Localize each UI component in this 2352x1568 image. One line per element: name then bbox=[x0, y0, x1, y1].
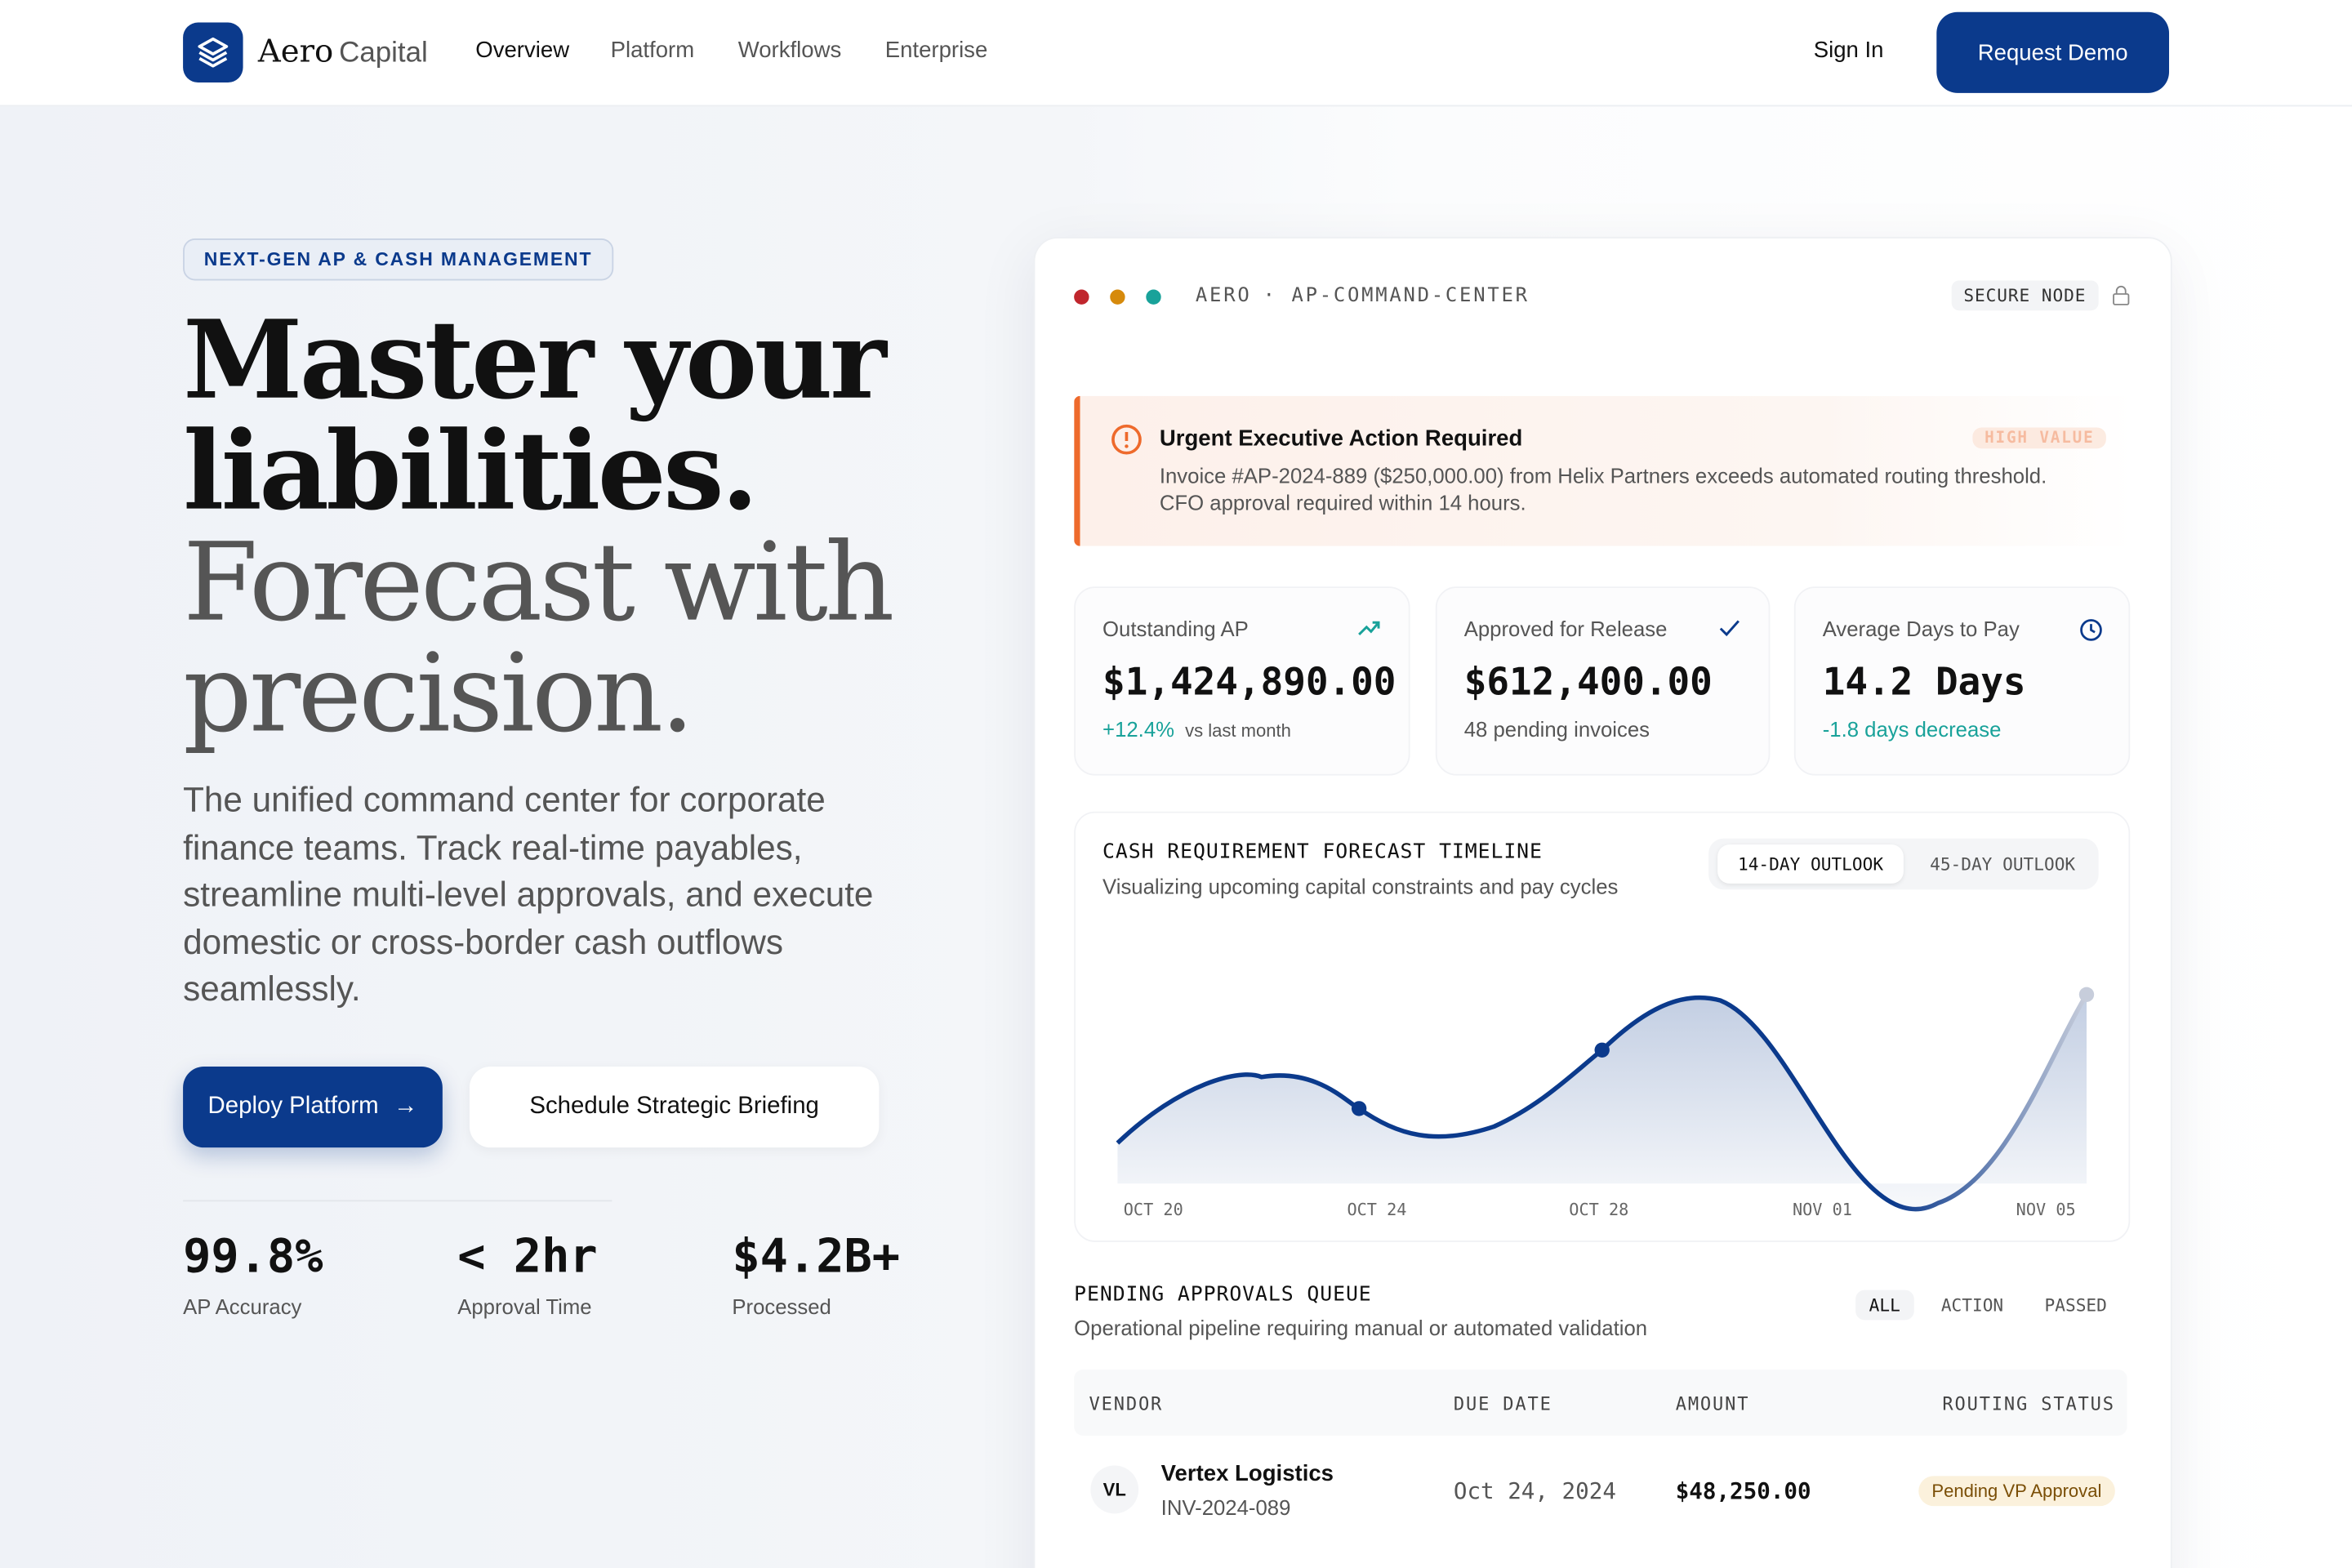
x-label: OCT 24 bbox=[1347, 1200, 1407, 1220]
hero-description: The unified command center for corporate… bbox=[183, 780, 874, 1009]
kpi-delta: -1.8 days decrease bbox=[1822, 716, 2002, 742]
briefing-button[interactable]: Schedule Strategic Briefing bbox=[469, 1066, 880, 1148]
alert-text: CFO approval required within 14 hours. bbox=[1159, 490, 1526, 515]
nav-link[interactable]: Enterprise bbox=[884, 37, 988, 64]
alert-tag: HIGH VALUE bbox=[1972, 427, 2107, 449]
secure-badge: SECURE NODE bbox=[1951, 280, 2099, 311]
forecast-curve bbox=[1116, 987, 2095, 1212]
logo-icon bbox=[198, 37, 229, 68]
kpi-note: vs last month bbox=[1185, 719, 1291, 742]
panel-brand: AERO bbox=[1195, 284, 1252, 308]
due-date: Oct 24, 2024 bbox=[1453, 1477, 1616, 1505]
table-header bbox=[1074, 1369, 2127, 1436]
command-panel: AERO · AP-COMMAND-CENTER SECURE NODE Urg… bbox=[1033, 237, 2172, 1568]
column-header: VENDOR bbox=[1089, 1393, 1164, 1415]
request-demo-button[interactable]: Request Demo bbox=[1936, 11, 2170, 93]
x-label: OCT 20 bbox=[1123, 1200, 1183, 1220]
stat-label: Processed bbox=[732, 1294, 831, 1319]
hero-badge: NEXT-GEN AP & CASH MANAGEMENT bbox=[183, 238, 614, 281]
nav-link[interactable]: Overview bbox=[475, 37, 570, 64]
brand-suffix: Capital bbox=[339, 37, 428, 69]
tab-active[interactable]: 14-DAY OUTLOOK bbox=[1717, 844, 1904, 884]
kpi-card: Average Days to Pay 14.2 Days -1.8 days … bbox=[1793, 586, 2131, 776]
lock-icon bbox=[2113, 285, 2130, 305]
queue-title: PENDING APPROVALS QUEUE bbox=[1074, 1282, 1372, 1307]
deploy-button[interactable]: Deploy Platform → bbox=[183, 1066, 443, 1148]
logo[interactable] bbox=[183, 22, 243, 83]
invoice-id: INV-2024-089 bbox=[1160, 1495, 1291, 1520]
kpi-label: Average Days to Pay bbox=[1822, 616, 2020, 641]
button-label: Deploy Platform bbox=[207, 1094, 379, 1120]
alert: Urgent Executive Action Required HIGH VA… bbox=[1074, 395, 2135, 546]
kpi-value: 14.2 Days bbox=[1822, 660, 2026, 704]
clock-icon bbox=[2080, 619, 2102, 641]
hero-title: Master your bbox=[183, 295, 887, 423]
column-header: ROUTING STATUS bbox=[1942, 1393, 2115, 1415]
stat-value: < 2hr bbox=[457, 1230, 598, 1285]
alert-title: Urgent Executive Action Required bbox=[1159, 425, 1523, 452]
stat-label: AP Accuracy bbox=[183, 1294, 302, 1319]
forecast-subtitle: Visualizing upcoming capital constraints… bbox=[1102, 874, 1619, 899]
alert-text: Invoice #AP-2024-889 ($250,000.00) from … bbox=[1159, 463, 2047, 488]
stat-label: Approval Time bbox=[457, 1294, 592, 1319]
trend-icon bbox=[1358, 621, 1380, 636]
sign-in[interactable]: Sign In bbox=[1813, 37, 1884, 64]
alert-icon bbox=[1111, 424, 1142, 455]
vendor-name[interactable]: Vertex Logistics bbox=[1160, 1461, 1334, 1487]
x-label: NOV 05 bbox=[2016, 1200, 2076, 1220]
kpi-label: Approved for Release bbox=[1463, 616, 1668, 641]
forecast-card: CASH REQUIREMENT FORECAST TIMELINE Visua… bbox=[1074, 811, 2131, 1242]
column-header: DUE DATE bbox=[1453, 1393, 1552, 1415]
filter[interactable]: PASSED bbox=[2044, 1294, 2107, 1316]
kpi-value: $612,400.00 bbox=[1463, 660, 1713, 704]
kpi-delta: +12.4% bbox=[1102, 716, 1174, 742]
stat-value: $4.2B+ bbox=[732, 1230, 901, 1285]
separator: · bbox=[1263, 284, 1275, 308]
hero-title: precision. bbox=[183, 630, 694, 756]
kpi-value: $1,424,890.00 bbox=[1102, 660, 1396, 704]
stat-value: 99.8% bbox=[183, 1230, 323, 1285]
filter[interactable]: ACTION bbox=[1940, 1294, 2004, 1316]
tab[interactable]: 45-DAY OUTLOOK bbox=[1930, 853, 2076, 875]
divider bbox=[183, 1200, 612, 1202]
queue-subtitle: Operational pipeline requiring manual or… bbox=[1074, 1315, 1648, 1340]
kpi-note: 48 pending invoices bbox=[1463, 716, 1650, 742]
x-label: OCT 28 bbox=[1569, 1200, 1629, 1220]
hero-title: Forecast with bbox=[183, 519, 894, 645]
check-icon bbox=[1719, 620, 1740, 637]
x-label: NOV 01 bbox=[1792, 1200, 1852, 1220]
filter-active[interactable]: ALL bbox=[1855, 1290, 1914, 1321]
vendor-avatar: VL bbox=[1090, 1465, 1139, 1514]
forecast-title: CASH REQUIREMENT FORECAST TIMELINE bbox=[1102, 840, 1543, 864]
window-dots bbox=[1074, 289, 1161, 305]
nav-bar: Aero Capital Overview Platform Workflows… bbox=[0, 0, 2352, 107]
column-header: AMOUNT bbox=[1675, 1393, 1750, 1415]
hero-title: liabilities. bbox=[183, 406, 759, 534]
nav-link[interactable]: Workflows bbox=[737, 37, 842, 64]
brand-name: Aero bbox=[257, 33, 334, 69]
kpi-card: Outstanding AP $1,424,890.00 +12.4% vs l… bbox=[1074, 586, 1410, 776]
panel-name: AP-COMMAND-CENTER bbox=[1291, 284, 1530, 308]
kpi-card: Approved for Release $612,400.00 48 pend… bbox=[1435, 586, 1771, 776]
nav-link[interactable]: Platform bbox=[610, 37, 695, 64]
arrow-icon: → bbox=[393, 1094, 418, 1120]
kpi-label: Outstanding AP bbox=[1102, 616, 1249, 641]
amount: $48,250.00 bbox=[1675, 1477, 1811, 1505]
status-pill: Pending VP Approval bbox=[1918, 1476, 2115, 1507]
